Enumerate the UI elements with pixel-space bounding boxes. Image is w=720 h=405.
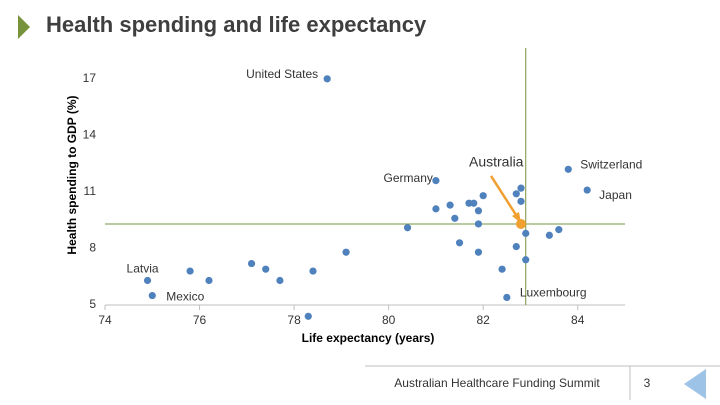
point [342,248,350,256]
point [323,75,331,83]
x-axis-label: Life expectancy (years) [302,331,435,345]
y-tick-label: 14 [83,128,97,142]
point [512,242,520,251]
x-tick-label: 82 [477,313,491,327]
point [474,207,483,215]
title-arrow [18,15,30,39]
y-tick-label: 8 [89,241,96,255]
point-label: Luxembourg [520,286,587,300]
point [186,267,194,275]
point-label: Switzerland [580,157,642,171]
point [304,312,312,320]
y-tick-label: 17 [83,71,97,85]
y-tick-label: 11 [84,184,97,198]
annotation-arrow [489,175,520,219]
point [517,184,525,192]
x-tick-label: 76 [193,313,207,327]
point [512,190,520,198]
point [309,267,317,275]
point [503,293,511,302]
point [555,226,563,234]
point [205,276,213,285]
point-label: United States [246,67,318,81]
chart-title: Health spending and life expectancy [46,12,427,37]
footer: Australian Healthcare Funding Summit [394,376,600,390]
point [470,199,478,207]
x-tick-label: 84 [571,313,585,327]
point [403,224,412,232]
point-label: Australia [469,154,524,170]
point [143,276,152,285]
point [516,218,526,229]
point-label: Latvia [127,262,159,276]
point-label: Japan [599,188,632,202]
nav-icon[interactable] [684,369,706,399]
point [247,259,256,268]
point [583,186,591,194]
point [262,265,270,273]
point [517,197,525,205]
point [522,256,530,264]
point [276,276,284,285]
point [432,205,440,213]
point [498,265,506,273]
y-axis-label: Health spending to GDP (%) [65,95,79,254]
point [522,229,530,237]
point [451,214,459,222]
point [479,192,487,200]
x-tick-label: 78 [287,313,301,327]
y-tick-label: 5 [89,297,96,311]
point [148,291,156,300]
page-number: 3 [644,376,651,390]
point-label: Germany [384,171,433,185]
point [474,248,483,256]
point-label: Mexico [166,290,204,304]
point [545,231,553,239]
point [474,220,483,228]
x-tick-label: 74 [98,313,112,327]
point [455,239,464,247]
point [432,177,440,185]
point [446,201,454,209]
point [564,165,572,173]
x-tick-label: 80 [382,313,396,327]
